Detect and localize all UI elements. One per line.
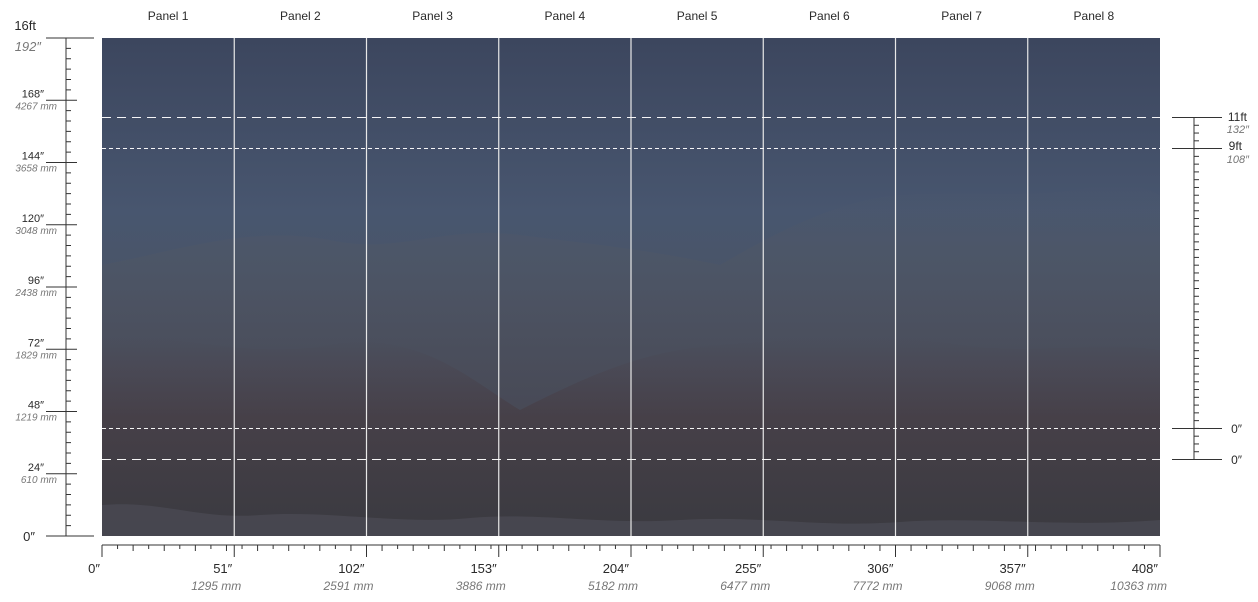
left-ruler-in-label: 72″ (28, 337, 44, 349)
panel-label: Panel 7 (941, 9, 982, 23)
bottom-ruler-in-label: 255″ (735, 561, 762, 576)
left-ruler-in-label: 120″ (22, 213, 44, 225)
left-ruler-mm-label: 1219 mm (15, 413, 57, 424)
panel-dividers (233, 38, 1029, 536)
panel-label: Panel 3 (412, 9, 453, 23)
bottom-ruler-in-label: 102″ (338, 561, 365, 576)
panel-label: Panel 6 (809, 9, 850, 23)
panel-label: Panel 1 (148, 9, 189, 23)
height-guide-lines (102, 116, 1160, 461)
panel-label: Panel 2 (280, 9, 321, 23)
left-ruler-top-in-label: 192″ (15, 39, 42, 54)
bottom-ruler-mm-label: 7772 mm (852, 579, 902, 593)
bottom-ruler-mm-label: 3886 mm (456, 579, 506, 593)
left-ruler-in-label: 24″ (28, 462, 44, 474)
bottom-width-ruler: 0″ 51″ 1295 mm 102″ 2591 mm 153″ 3886 mm 204″ 51… (88, 544, 1167, 593)
bottom-ruler-in-label: 153″ (470, 561, 497, 576)
bottom-ruler-mm-label: 10363 mm (1110, 579, 1167, 593)
left-height-ruler: 16ft 192″ 168″4267 mm 144″3658 mm 120″3048 m… (14, 18, 94, 544)
bottom-ruler-mm-label: 2591 mm (322, 579, 373, 593)
left-ruler-mm-label: 4267 mm (15, 101, 57, 112)
panel-label: Panel 8 (1074, 9, 1115, 23)
left-ruler-mm-label: 3658 mm (15, 164, 57, 175)
right-ruler-9ft-label: 9ft (1229, 139, 1243, 153)
left-ruler-zero-label: 0″ (23, 529, 35, 544)
right-ruler-108in-label: 108″ (1227, 154, 1250, 166)
left-ruler-in-label: 96″ (28, 275, 44, 287)
bottom-ruler-mm-label: 9068 mm (985, 579, 1035, 593)
bottom-ruler-in-label: 51″ (213, 561, 232, 576)
right-ruler-132in-label: 132″ (1227, 124, 1250, 136)
panel-label: Panel 4 (545, 9, 586, 23)
bottom-ruler-mm-label: 5182 mm (588, 579, 638, 593)
bottom-ruler-in-label: 306″ (867, 561, 894, 576)
panel-label: Panel 5 (677, 9, 718, 23)
left-ruler-mm-label: 1829 mm (15, 350, 57, 361)
bottom-ruler-mm-label: 6477 mm (720, 579, 770, 593)
left-ruler-mm-label: 610 mm (21, 475, 57, 486)
left-ruler-mm-label: 3048 mm (15, 226, 57, 237)
bottom-ruler-in-label: 357″ (999, 561, 1026, 576)
panel-labels: Panel 1 Panel 2 Panel 3 Panel 4 Panel 5 Panel… (148, 9, 1115, 23)
left-ruler-in-label: 48″ (28, 400, 44, 412)
left-ruler-mm-label: 2438 mm (14, 288, 57, 299)
bottom-ruler-mm-label: 1295 mm (191, 579, 241, 593)
bottom-ruler-in-label: 0″ (88, 561, 100, 576)
bottom-ruler-in-label: 408″ (1132, 561, 1159, 576)
left-ruler-in-label: 144″ (22, 151, 44, 163)
right-ruler-zero-label-a: 0″ (1231, 453, 1243, 467)
bottom-ruler-in-label: 204″ (603, 561, 630, 576)
left-ruler-top-ft-label: 16ft (14, 18, 36, 33)
right-ruler-11ft-label: 11ft (1228, 110, 1248, 124)
left-ruler-in-label: 168″ (22, 88, 44, 100)
right-ruler-zero-label-b: 0″ (1231, 422, 1243, 436)
